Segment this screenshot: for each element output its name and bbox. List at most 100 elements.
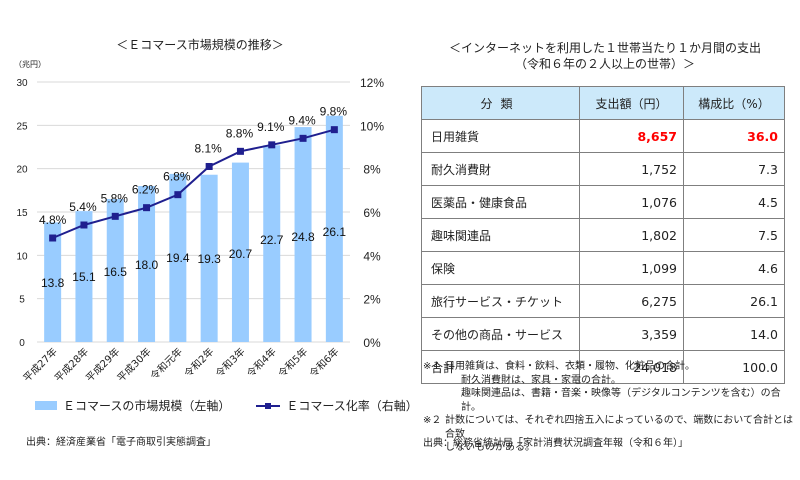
- note1-line1: 日用雑貨は、食料・飲料、衣類・履物、化粧品の合計。: [445, 361, 695, 372]
- table-row: 医薬品・健康食品 1,076 4.5: [421, 185, 785, 219]
- legend-bar-label: Ｅコマースの市場規模（左軸）: [63, 399, 231, 413]
- rate-value-label: 8.1%: [194, 142, 222, 156]
- table-header-row: 分類 支出額（円） 構成比（%）: [421, 86, 785, 120]
- y-right-tick-label: 2%: [363, 293, 381, 307]
- y-right-tick-label: 8%: [363, 163, 381, 177]
- y-right-tick-label: 6%: [363, 206, 381, 220]
- legend-line-swatch: [256, 401, 281, 411]
- chart-legend: Ｅコマースの市場規模（左軸） Ｅコマース化率（右軸）: [35, 397, 418, 414]
- bar: [106, 199, 124, 342]
- chart-source: 出典：経済産業省「電子商取引実態調査」: [26, 437, 216, 448]
- rate-marker: [268, 141, 276, 149]
- rate-marker: [330, 126, 338, 134]
- y-left-tick-label: 5: [19, 295, 25, 306]
- ecommerce-chart: 13.8 15.1 16.5 18.0 19.4 19.3 20.7 22.7 24.8 26.1…: [14, 59, 384, 384]
- rate-value-label: 9.1%: [257, 120, 285, 134]
- row-share: 100.0: [683, 350, 785, 384]
- table-source: 出典：総務省統計局「家計消費状況調査年報（令和６年）」: [423, 438, 688, 449]
- x-category-label: 令和元年: [147, 345, 184, 382]
- row-category: 耐久消費財: [421, 152, 580, 186]
- row-share: 36.0: [683, 119, 785, 153]
- rate-value-label: 4.8%: [39, 213, 67, 227]
- y-right-tick-label: 12%: [360, 76, 384, 90]
- row-category: 合計: [421, 350, 580, 384]
- y-left-tick-label: 0: [19, 338, 25, 349]
- row-category: 医薬品・健康食品: [421, 185, 580, 219]
- rate-line-path: [52, 128, 335, 239]
- x-category-label: 令和2年: [181, 345, 216, 380]
- bar-value-label: 19.3: [197, 252, 221, 266]
- table-notes: ※１ 日用雑貨は、食料・飲料、衣類・履物、化粧品の合計。 耐久消費財は、家具・家…: [423, 360, 793, 455]
- bar-value-label: 13.8: [41, 276, 65, 290]
- bar-value-label: 22.7: [260, 233, 284, 247]
- bar-value-label: 24.8: [291, 230, 315, 244]
- bar: [44, 222, 62, 342]
- note2-line2: しないものがある。: [445, 442, 535, 453]
- row-amount: 1,752: [579, 152, 684, 186]
- rate-value-label: 5.8%: [101, 191, 129, 205]
- row-category: 趣味関連品: [421, 218, 580, 252]
- rate-value-label: 9.8%: [320, 105, 348, 119]
- rate-marker: [205, 163, 213, 170]
- rate-marker: [143, 204, 151, 212]
- row-amount: 1,802: [579, 218, 684, 252]
- row-amount: 24,018: [579, 350, 684, 384]
- row-share: 14.0: [683, 317, 785, 351]
- rate-value-label: 6.8%: [163, 170, 191, 184]
- rate-marker: [174, 191, 182, 199]
- table-row: 保険 1,099 4.6: [421, 251, 785, 285]
- x-category-label: 平成30年: [114, 345, 153, 384]
- note1-line2: 耐久消費財は、家具・家電の合計。: [461, 374, 621, 386]
- header-category: 分類: [421, 86, 580, 120]
- x-category-label: 令和5年: [275, 345, 310, 380]
- data-labels: 13.8 15.1 16.5 18.0 19.4 19.3 20.7 22.7 24.8 26.1…: [39, 105, 347, 290]
- row-share: 4.5: [683, 185, 785, 219]
- row-share: 26.1: [683, 284, 785, 318]
- y-left-tick-label: 25: [16, 121, 28, 132]
- y-left-tick-label: 20: [16, 165, 28, 176]
- header-amount: 支出額（円）: [579, 86, 684, 120]
- bar-value-label: 15.1: [72, 270, 96, 284]
- table-title: ＜インターネットを利用した１世帯当たり１か月間の支出 （令和６年の２人以上の世帯…: [410, 40, 800, 72]
- row-share: 7.3: [683, 152, 785, 186]
- bar: [200, 174, 218, 342]
- row-category: 旅行サービス・チケット: [421, 284, 580, 318]
- spending-table: 分類 支出額（円） 構成比（%） 日用雑貨 8,657 36.0 耐久消費財 1,752…: [421, 86, 785, 384]
- rate-marker: [80, 221, 88, 229]
- row-amount: 6,275: [579, 284, 684, 318]
- note2-mark: ※２: [423, 415, 442, 426]
- note1-mark: ※１: [423, 361, 442, 372]
- x-category-label: 令和6年: [307, 345, 342, 380]
- bar-value-label: 18.0: [135, 258, 159, 272]
- bar: [138, 186, 156, 342]
- y-left-tick-label: 10: [16, 251, 28, 262]
- row-category: 日用雑貨: [421, 119, 580, 153]
- rate-marker: [299, 134, 307, 142]
- note2-line1: 計数については、それぞれ四捨五入によっているので、端数において合計とは合致: [445, 415, 793, 440]
- y-left-tick-label: 30: [16, 78, 28, 89]
- rate-marker: [111, 212, 119, 220]
- bar-value-label: 26.1: [323, 225, 347, 239]
- bar: [169, 173, 187, 342]
- chart-title: ＜Ｅコマース市場規模の推移＞: [116, 38, 284, 52]
- row-amount: 3,359: [579, 317, 684, 351]
- y-right-tick-label: 10%: [360, 119, 384, 133]
- y-right-tick-label: 4%: [363, 249, 381, 263]
- row-amount: 1,076: [579, 185, 684, 219]
- rate-marker: [236, 147, 244, 155]
- table-title-line2: （令和６年の２人以上の世帯）＞: [514, 57, 695, 71]
- row-category: その他の商品・サービス: [421, 317, 580, 351]
- y-left-tick-label: 15: [16, 208, 28, 219]
- table-row: その他の商品・サービス 3,359 14.0: [421, 317, 785, 351]
- bars: [44, 115, 343, 342]
- bar: [263, 145, 281, 342]
- bar-value-label: 20.7: [229, 247, 253, 261]
- y-left-unit-label: （兆円）: [14, 59, 46, 69]
- rate-line: [49, 126, 338, 242]
- bar: [231, 162, 249, 342]
- table-title-line1: ＜インターネットを利用した１世帯当たり１か月間の支出: [448, 41, 761, 55]
- rate-value-label: 8.8%: [226, 126, 254, 140]
- x-category-label: 令和4年: [244, 345, 279, 380]
- rate-marker: [49, 234, 57, 242]
- x-category-label: 令和3年: [213, 345, 248, 380]
